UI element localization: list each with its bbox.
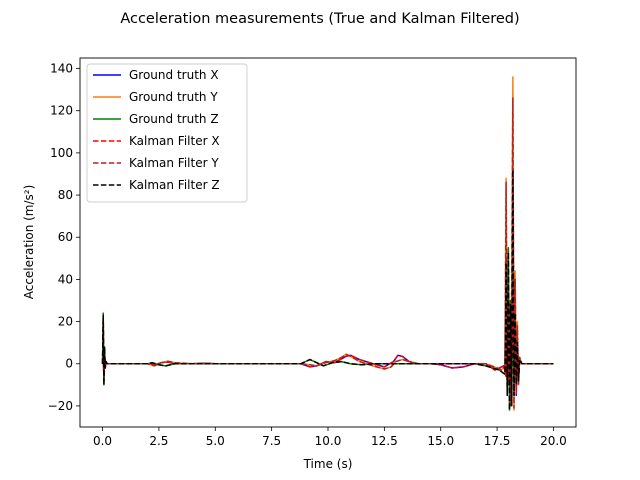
legend-label: Kalman Filter X xyxy=(129,134,220,148)
y-axis-label: Acceleration (m/s²) xyxy=(22,185,36,300)
y-tick-label: 20 xyxy=(58,315,73,329)
y-tick-label: 100 xyxy=(50,146,73,160)
y-tick-label: 80 xyxy=(58,188,73,202)
series-layer xyxy=(101,76,554,411)
legend-label: Ground truth X xyxy=(129,68,219,82)
x-tick-label: 0.0 xyxy=(93,434,112,448)
legend-label: Kalman Filter Y xyxy=(129,156,219,170)
series-line-kalman-filter-z xyxy=(101,169,554,411)
x-tick-label: 10.0 xyxy=(315,434,342,448)
y-tick-label: 120 xyxy=(50,104,73,118)
x-tick-label: 7.5 xyxy=(262,434,281,448)
x-tick-label: 2.5 xyxy=(149,434,168,448)
legend-label: Kalman Filter Z xyxy=(129,178,220,192)
legend-box xyxy=(86,63,248,203)
x-axis-label: Time (s) xyxy=(303,457,353,471)
x-tick-label: 12.5 xyxy=(371,434,398,448)
x-tick-label: 15.0 xyxy=(427,434,454,448)
chart-title: Acceleration measurements (True and Kalm… xyxy=(120,11,519,27)
legend-label: Ground truth Y xyxy=(129,90,218,104)
legend: Ground truth X Ground truth Y Ground truth… xyxy=(86,63,248,203)
y-tick-label: 0 xyxy=(65,357,73,371)
y-axis: −20 0 20 40 60 80 100 120 140 xyxy=(48,62,80,413)
series-line-kalman-filter-y xyxy=(101,97,554,409)
legend-label: Ground truth Z xyxy=(129,112,219,126)
x-tick-label: 17.5 xyxy=(484,434,511,448)
y-tick-label: 40 xyxy=(58,272,73,286)
y-tick-label: −20 xyxy=(48,399,73,413)
x-tick-label: 5.0 xyxy=(206,434,225,448)
y-tick-label: 140 xyxy=(50,62,73,76)
x-tick-label: 20.0 xyxy=(540,434,567,448)
x-axis: 0.0 2.5 5.0 7.5 10.0 12.5 15.0 17.5 20.0 xyxy=(93,427,567,448)
y-tick-label: 60 xyxy=(58,230,73,244)
